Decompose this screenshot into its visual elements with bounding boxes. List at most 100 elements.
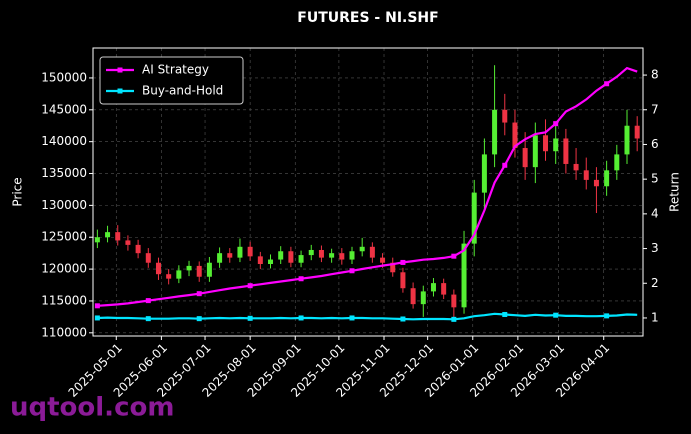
y2-tick-label: 2 <box>651 276 659 290</box>
candle-body <box>380 257 386 263</box>
return-line <box>97 66 638 307</box>
candle-body <box>288 251 294 263</box>
candle-body <box>471 192 477 244</box>
line-marker <box>451 253 457 259</box>
candle-body <box>593 179 599 187</box>
y2-tick-label: 3 <box>651 241 659 255</box>
plot-frame <box>92 47 644 337</box>
candle-body <box>492 109 498 155</box>
candle-body <box>543 135 549 152</box>
line-marker <box>298 315 304 321</box>
candle-body <box>155 262 161 275</box>
y2-tick-label: 8 <box>651 68 659 82</box>
candle-body <box>522 148 528 168</box>
y2-tick-label: 7 <box>651 102 659 116</box>
candle-body <box>176 270 182 279</box>
candle-body <box>481 154 487 193</box>
line-marker <box>349 268 355 274</box>
watermark: uqtool.com <box>10 393 174 423</box>
line-marker <box>604 313 610 319</box>
y-axis-label: Price <box>11 177 25 206</box>
candle-body <box>166 274 172 279</box>
candle-body <box>105 232 111 238</box>
line-marker <box>247 283 253 289</box>
candle-body <box>430 283 436 292</box>
line-marker <box>502 311 508 317</box>
candle-body <box>268 259 274 264</box>
candle-body <box>441 283 447 295</box>
line-marker <box>349 315 355 321</box>
line-marker <box>400 316 406 322</box>
candle-body <box>115 232 121 241</box>
candle-body <box>196 265 202 277</box>
candle-body <box>420 291 426 305</box>
candle-body <box>604 170 610 187</box>
candle-body <box>308 249 314 256</box>
candle-body <box>145 253 151 263</box>
candle-body <box>135 244 141 254</box>
candle-body <box>502 109 508 123</box>
y2-axis-label: Return <box>668 172 682 212</box>
legend-label: AI Strategy <box>142 63 209 77</box>
line-marker <box>196 291 202 297</box>
y-tick-label: 115000 <box>41 293 87 307</box>
line-marker <box>553 121 559 127</box>
chart-title: FUTURES - NI.SHF <box>297 10 438 26</box>
y-tick-label: 145000 <box>41 102 87 116</box>
candle-body <box>461 243 467 308</box>
line-marker <box>196 316 202 322</box>
candle-body <box>257 256 263 264</box>
y-tick-label: 135000 <box>41 166 87 180</box>
candle-body <box>349 251 355 260</box>
candle-body <box>298 255 304 263</box>
candle-body <box>94 237 100 243</box>
line-marker <box>553 312 559 318</box>
y-tick-label: 130000 <box>41 198 87 212</box>
y2-tick-label: 1 <box>651 310 659 324</box>
candle-body <box>247 246 253 257</box>
return-line <box>97 312 638 321</box>
y-tick-label: 120000 <box>41 262 87 276</box>
candle-body <box>339 253 345 260</box>
candle-body <box>614 154 620 171</box>
candle-body <box>563 138 569 164</box>
candle-body <box>390 262 396 273</box>
candle-body <box>634 125 640 139</box>
y2-tick-label: 5 <box>651 172 659 186</box>
line-marker <box>451 316 457 322</box>
candle-body <box>583 170 589 180</box>
candle-body <box>359 246 365 252</box>
candle-body <box>553 138 559 152</box>
candle-body <box>451 294 457 308</box>
candle-body <box>573 163 579 171</box>
candle-body <box>278 251 284 260</box>
y-tick-label: 150000 <box>41 70 87 84</box>
line-marker <box>604 81 610 87</box>
line-marker <box>502 162 508 168</box>
legend-marker <box>117 88 123 94</box>
legend-label: Buy-and-Hold <box>142 84 223 98</box>
line-marker <box>145 316 151 322</box>
candle-body <box>318 249 324 258</box>
candle-body <box>624 125 630 155</box>
y-tick-label: 125000 <box>41 230 87 244</box>
line-marker <box>247 315 253 321</box>
candle-body <box>369 246 375 258</box>
line-marker <box>94 303 100 309</box>
legend-box <box>99 56 244 105</box>
line-marker <box>145 298 151 304</box>
line-marker <box>400 259 406 265</box>
legend-marker <box>117 67 123 73</box>
candle-body <box>237 246 243 258</box>
y-tick-label: 110000 <box>41 325 87 339</box>
candle-body <box>206 262 212 277</box>
candle-body <box>125 240 131 245</box>
y2-tick-label: 6 <box>651 137 659 151</box>
candle-body <box>400 272 406 289</box>
candle-body <box>186 265 192 271</box>
candle-body <box>329 253 335 258</box>
candle-body <box>217 253 223 263</box>
line-marker <box>94 315 100 321</box>
candle-body <box>410 288 416 305</box>
